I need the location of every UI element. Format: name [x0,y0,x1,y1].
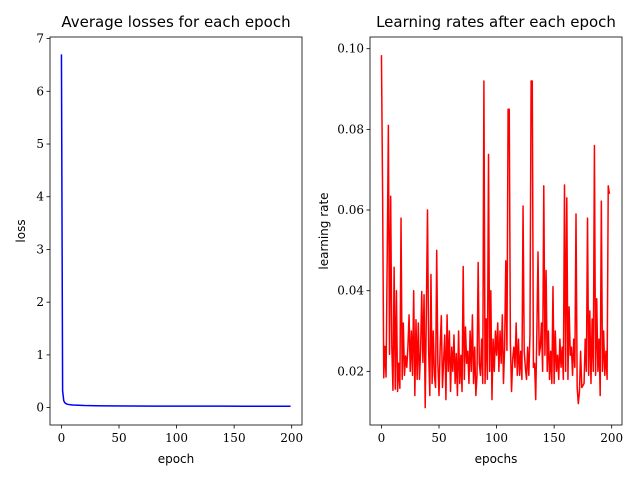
learning-rate-chart-y-tick-label-4: 0.10 [337,42,364,56]
learning-rate-chart-y-tick-label-1: 0.04 [337,284,364,298]
loss-chart-series-line-0 [60,54,291,408]
learning-rate-chart-y-tick-label-2: 0.06 [337,203,364,217]
loss-chart-title: Average losses for each epoch [61,13,290,31]
loss-chart-axes-frame [49,36,303,426]
loss-chart-y-tick-label-4: 4 [36,190,44,204]
learning-rate-chart-x-tick-label-4: 200 [600,431,623,445]
loss-chart-x-tick-label-1: 50 [111,431,126,445]
loss-chart-x-tick-label-0: 0 [58,431,66,445]
learning-rate-chart-y-label: learning rate [317,192,331,269]
learning-rate-chart-x-tick-label-3: 150 [543,431,566,445]
learning-rate-chart-axes-frame [369,36,623,426]
loss-chart-y-tick-label-3: 3 [36,242,44,256]
loss-chart-y-label: loss [14,219,28,242]
loss-chart-x-tick-label-3: 150 [223,431,246,445]
loss-chart-y-tick-label-0: 0 [36,401,44,415]
learning-rate-chart: Learning rates after each epoch epochs l… [317,13,623,466]
learning-rate-chart-x-label: epochs [475,452,518,466]
learning-rate-chart-x-tick-label-0: 0 [378,431,386,445]
learning-rate-chart-series-line-0 [380,55,611,409]
learning-rate-chart-title: Learning rates after each epoch [376,13,616,31]
loss-chart: Average losses for each epoch epoch loss… [14,13,303,466]
loss-chart-y-tick-label-5: 5 [36,137,44,151]
loss-chart-y-tick-label-6: 6 [36,84,44,98]
loss-chart-y-tick-label-2: 2 [36,295,44,309]
learning-rate-chart-x-tick-label-1: 50 [431,431,446,445]
learning-rate-chart-y-tick-label-3: 0.08 [337,122,364,136]
learning-rate-chart-y-tick-label-0: 0.02 [337,364,364,378]
loss-chart-y-tick-label-7: 7 [36,32,44,46]
loss-chart-x-tick-label-4: 200 [280,431,303,445]
loss-chart-x-label: epoch [158,452,195,466]
loss-chart-x-tick-label-2: 100 [165,431,188,445]
loss-chart-y-tick-label-1: 1 [36,348,44,362]
learning-rate-chart-x-tick-label-2: 100 [485,431,508,445]
